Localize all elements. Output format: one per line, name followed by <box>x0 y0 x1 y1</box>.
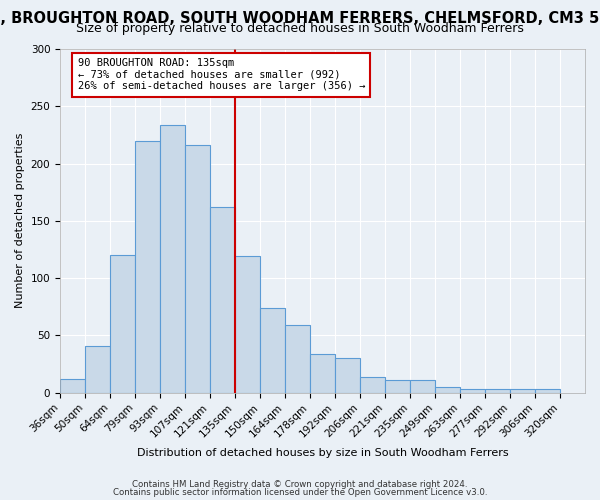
Bar <box>60 379 85 392</box>
Bar <box>310 354 335 393</box>
Bar <box>160 124 185 392</box>
Bar <box>235 256 260 392</box>
Bar <box>210 207 235 392</box>
X-axis label: Distribution of detached houses by size in South Woodham Ferrers: Distribution of detached houses by size … <box>137 448 508 458</box>
Bar <box>85 346 110 393</box>
Bar <box>135 140 160 392</box>
Bar <box>460 389 485 392</box>
Text: Size of property relative to detached houses in South Woodham Ferrers: Size of property relative to detached ho… <box>76 22 524 35</box>
Bar <box>435 387 460 392</box>
Text: Contains HM Land Registry data © Crown copyright and database right 2024.: Contains HM Land Registry data © Crown c… <box>132 480 468 489</box>
Bar <box>535 389 560 392</box>
Bar <box>185 145 210 392</box>
Text: 90, BROUGHTON ROAD, SOUTH WOODHAM FERRERS, CHELMSFORD, CM3 5FY: 90, BROUGHTON ROAD, SOUTH WOODHAM FERRER… <box>0 11 600 26</box>
Bar <box>110 255 135 392</box>
Text: Contains public sector information licensed under the Open Government Licence v3: Contains public sector information licen… <box>113 488 487 497</box>
Bar <box>335 358 360 392</box>
Bar <box>485 389 510 392</box>
Bar <box>410 380 435 392</box>
Bar <box>385 380 410 392</box>
Y-axis label: Number of detached properties: Number of detached properties <box>15 133 25 308</box>
Bar <box>285 325 310 392</box>
Bar <box>360 376 385 392</box>
Bar <box>260 308 285 392</box>
Text: 90 BROUGHTON ROAD: 135sqm
← 73% of detached houses are smaller (992)
26% of semi: 90 BROUGHTON ROAD: 135sqm ← 73% of detac… <box>77 58 365 92</box>
Bar <box>510 389 535 392</box>
